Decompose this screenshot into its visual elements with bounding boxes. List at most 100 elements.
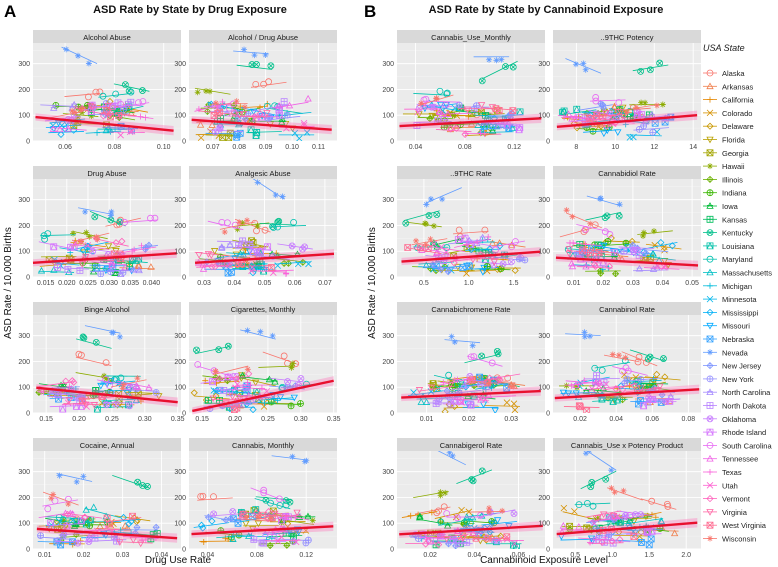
- state-point: [630, 533, 638, 541]
- facet-strip: [553, 30, 701, 43]
- state-point: [44, 505, 52, 513]
- state-point: [477, 102, 486, 109]
- overall-trend-line: [36, 386, 178, 404]
- state-point: [83, 242, 91, 250]
- state-point: [425, 212, 433, 219]
- x-tick-label: 1.0: [464, 280, 474, 287]
- y-tick-label: 0: [182, 411, 186, 418]
- legend-key-marker: [706, 122, 714, 130]
- state-point: [54, 264, 61, 271]
- state-point: [107, 128, 114, 135]
- legend-label: Nevada: [722, 348, 749, 357]
- state-point: [112, 126, 119, 133]
- overall-trend-line: [555, 256, 699, 267]
- state-point: [290, 218, 297, 226]
- facet-strip: [189, 302, 337, 315]
- state-trend-line: [96, 389, 133, 392]
- state-trend-line: [404, 210, 440, 221]
- state-point: [428, 509, 435, 516]
- state-point: [195, 252, 203, 259]
- state-point: [634, 388, 642, 397]
- state-point: [79, 333, 87, 341]
- state-trend-line: [625, 387, 662, 393]
- state-trend-line: [122, 244, 159, 251]
- state-trend-line: [94, 406, 131, 409]
- state-trend-line: [116, 380, 153, 389]
- state-point: [589, 502, 597, 510]
- state-point: [194, 89, 201, 96]
- state-point: [144, 483, 151, 490]
- state-point: [229, 535, 237, 542]
- state-point: [639, 401, 648, 410]
- state-point: [137, 113, 144, 120]
- legend-key-marker: [706, 388, 714, 395]
- state-point: [493, 374, 501, 382]
- state-series: [402, 56, 524, 138]
- state-point: [644, 528, 652, 536]
- state-trend-line: [484, 405, 520, 407]
- state-point: [496, 242, 504, 250]
- state-point: [469, 477, 477, 485]
- state-trend-line: [475, 268, 511, 271]
- y-tick-label: 100: [174, 249, 186, 256]
- state-point: [602, 534, 609, 541]
- state-point: [617, 382, 625, 390]
- state-point: [433, 211, 441, 218]
- state-point: [260, 486, 268, 494]
- state-point: [439, 196, 446, 203]
- state-trend-line: [45, 124, 82, 129]
- state-trend-line: [194, 395, 230, 400]
- legend-item-arkansas: Arkansas: [703, 82, 754, 91]
- legend-item-north-carolina: North Carolina: [703, 388, 771, 397]
- state-trend-line: [603, 354, 640, 363]
- state-point: [495, 107, 503, 114]
- state-point: [112, 90, 120, 98]
- state-point: [249, 406, 257, 413]
- state-point: [76, 266, 84, 274]
- state-point: [233, 133, 241, 141]
- state-point: [292, 538, 300, 546]
- state-point: [503, 399, 511, 406]
- state-point: [227, 514, 235, 522]
- state-trend-line: [232, 267, 268, 269]
- state-point: [485, 524, 493, 533]
- state-point: [57, 541, 64, 549]
- state-trend-line: [565, 380, 602, 385]
- state-point: [264, 242, 272, 251]
- state-trend-line: [236, 518, 273, 522]
- state-trend-line: [250, 487, 287, 502]
- state-point: [422, 261, 430, 269]
- legend-label: Illinois: [722, 175, 743, 184]
- state-point: [663, 500, 671, 508]
- state-point: [442, 535, 451, 543]
- state-point: [478, 352, 486, 360]
- state-point: [493, 517, 502, 524]
- panel-b-title: ASD Rate by State by Cannabinoid Exposur…: [429, 4, 664, 16]
- state-point: [258, 539, 266, 547]
- state-point: [88, 104, 97, 111]
- y-tick-label: 100: [382, 113, 394, 120]
- state-point: [569, 213, 576, 220]
- state-point: [107, 212, 114, 219]
- state-point: [492, 122, 501, 130]
- state-point: [620, 487, 627, 494]
- state-point: [613, 396, 621, 404]
- state-point: [238, 371, 247, 379]
- state-point: [613, 513, 621, 521]
- state-point: [257, 328, 264, 335]
- state-point: [106, 126, 114, 133]
- state-point: [215, 346, 223, 354]
- facet-strip-label: Binge Alcohol: [84, 305, 130, 314]
- state-point: [297, 375, 305, 382]
- overall-trend-line: [554, 388, 700, 400]
- state-trend-line: [252, 104, 289, 112]
- panel-b-y-axis-title: ASD Rate / 10,000 Births: [367, 227, 378, 339]
- state-point: [245, 248, 254, 256]
- state-point: [587, 249, 594, 257]
- state-point: [204, 513, 213, 521]
- overall-trend-line: [35, 115, 174, 132]
- state-point: [515, 255, 523, 263]
- facet-strip-label: Cannabis, Monthly: [232, 441, 294, 450]
- state-point: [437, 489, 444, 496]
- state-point: [608, 485, 615, 492]
